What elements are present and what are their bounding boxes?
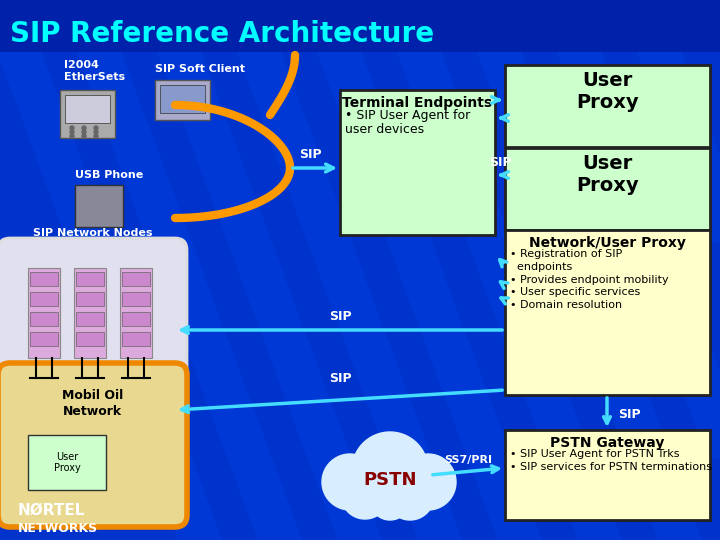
Polygon shape	[341, 471, 389, 519]
Text: endpoints: endpoints	[510, 262, 572, 272]
Text: SS7/PRI: SS7/PRI	[444, 455, 492, 465]
Bar	[75, 185, 123, 227]
Polygon shape	[400, 454, 456, 510]
Bar	[340, 90, 495, 235]
Bar	[76, 312, 104, 326]
Text: • Provides endpoint mobility: • Provides endpoint mobility	[510, 275, 669, 285]
Text: • SIP User Agent for: • SIP User Agent for	[345, 109, 470, 122]
Bar	[30, 272, 58, 286]
Bar	[76, 332, 104, 346]
Text: • Registration of SIP: • Registration of SIP	[510, 249, 622, 259]
Bar	[28, 268, 60, 358]
Text: SIP: SIP	[299, 148, 321, 161]
Bar	[122, 332, 150, 346]
Text: NØRTEL: NØRTEL	[18, 503, 86, 517]
Circle shape	[94, 126, 98, 130]
Bar	[60, 90, 115, 138]
Bar	[28, 435, 106, 490]
Text: SIP Soft Client: SIP Soft Client	[155, 64, 245, 74]
Circle shape	[82, 134, 86, 138]
FancyBboxPatch shape	[0, 238, 187, 417]
Text: • User specific services: • User specific services	[510, 287, 640, 298]
Text: User
Proxy: User Proxy	[576, 154, 639, 195]
Bar	[122, 272, 150, 286]
Circle shape	[70, 130, 74, 134]
Text: USB Phone: USB Phone	[75, 170, 143, 180]
Bar	[65, 95, 110, 123]
Text: • SIP User Agent for PSTN Trks: • SIP User Agent for PSTN Trks	[510, 449, 680, 459]
Bar	[505, 65, 710, 147]
Text: I2004
EtherSets: I2004 EtherSets	[64, 60, 125, 82]
Circle shape	[70, 126, 74, 130]
Text: SIP Network Nodes: SIP Network Nodes	[32, 228, 152, 238]
Circle shape	[82, 130, 86, 134]
Text: Network/User Proxy: Network/User Proxy	[529, 236, 686, 250]
Bar	[122, 292, 150, 306]
Bar	[76, 292, 104, 306]
Bar	[155, 80, 210, 120]
Bar	[160, 85, 205, 113]
Text: Mobil Oil
Network: Mobil Oil Network	[62, 389, 123, 418]
Text: PSTN: PSTN	[364, 471, 417, 489]
Bar	[30, 312, 58, 326]
Text: User
Proxy: User Proxy	[53, 451, 81, 473]
Bar	[0, 0, 720, 52]
Polygon shape	[386, 472, 434, 520]
Circle shape	[70, 134, 74, 138]
Text: • Domain resolution: • Domain resolution	[510, 300, 622, 310]
Text: Terminal Endpoints: Terminal Endpoints	[343, 96, 492, 110]
Bar	[505, 148, 710, 230]
Text: SIP Reference Architecture: SIP Reference Architecture	[10, 20, 434, 48]
Bar	[30, 292, 58, 306]
Text: SIP: SIP	[329, 309, 351, 322]
Bar	[30, 332, 58, 346]
Text: User
Proxy: User Proxy	[576, 71, 639, 112]
Text: NETWORKS: NETWORKS	[18, 522, 98, 535]
Bar	[505, 430, 710, 520]
Bar	[122, 312, 150, 326]
Circle shape	[82, 126, 86, 130]
Bar	[74, 268, 106, 358]
Text: PSTN Gateway: PSTN Gateway	[550, 436, 665, 450]
Text: user devices: user devices	[345, 124, 424, 137]
Polygon shape	[322, 454, 378, 510]
Bar	[505, 230, 710, 395]
Circle shape	[94, 134, 98, 138]
Polygon shape	[352, 432, 428, 508]
Text: SIP: SIP	[329, 372, 351, 384]
FancyBboxPatch shape	[0, 363, 187, 527]
Bar	[76, 272, 104, 286]
Bar	[120, 268, 152, 358]
Text: SIP: SIP	[489, 157, 511, 170]
Text: SIP: SIP	[618, 408, 641, 422]
Text: • SIP services for PSTN terminations: • SIP services for PSTN terminations	[510, 462, 712, 472]
Circle shape	[94, 130, 98, 134]
Polygon shape	[370, 480, 410, 520]
